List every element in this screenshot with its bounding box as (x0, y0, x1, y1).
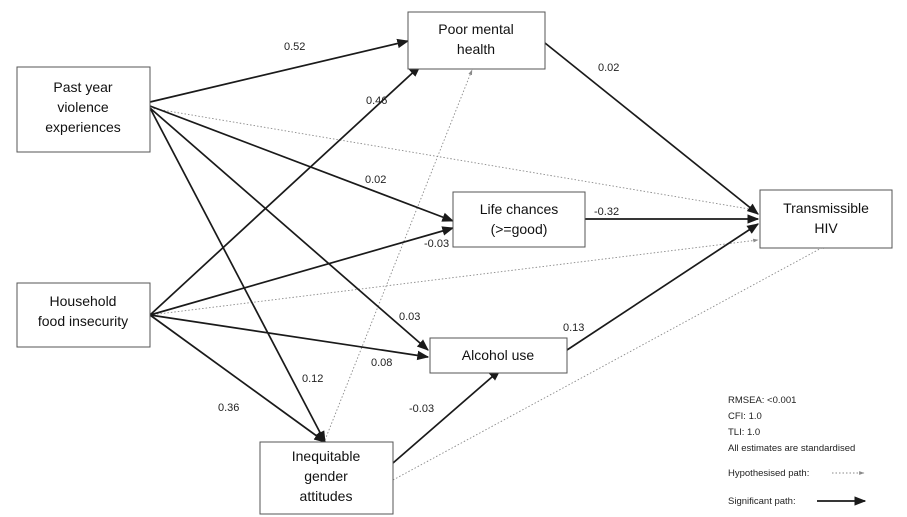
node-alcohol-line-1: Alcohol use (462, 347, 535, 363)
coef-food-gender: 0.36 (218, 402, 239, 414)
path-violence-hiv (149, 107, 756, 212)
fit-stat-rmsea: RMSEA: <0.001 (728, 395, 796, 406)
node-gender-line-2: gender (304, 468, 348, 484)
node-gender-line-3: attitudes (300, 488, 353, 504)
coefficients: 0.52 0.46 0.02 0.02 -0.32 -0.03 0.03 0.1… (218, 41, 619, 415)
coef-violence-alcohol: 0.03 (399, 311, 420, 323)
coef-food-mental: 0.46 (366, 95, 387, 107)
node-mental-line-1: Poor mental (438, 21, 513, 37)
fit-stats: RMSEA: <0.001 CFI: 1.0 TLI: 1.0 All esti… (728, 395, 855, 454)
legend: Hypothesised path: Significant path: (728, 468, 867, 507)
coef-violence-mental: 0.52 (284, 41, 305, 53)
path-food-hiv (149, 238, 759, 316)
coef-food-life: -0.03 (424, 238, 449, 250)
coef-food-alcohol: 0.08 (371, 357, 392, 369)
node-food-line-1: Household (50, 293, 117, 309)
path-gender-mental (324, 69, 473, 441)
paths (149, 38, 828, 481)
node-life-line-2: (>=good) (491, 221, 548, 237)
coef-life-hiv: -0.32 (594, 206, 619, 218)
path-alcohol-hiv (566, 223, 759, 351)
legend-significant-label: Significant path: (728, 496, 796, 507)
path-violence-mental (149, 38, 410, 103)
fit-stat-cfi: CFI: 1.0 (728, 411, 762, 422)
node-violence-line-3: experiences (45, 119, 121, 135)
coef-alcohol-hiv: 0.13 (563, 322, 584, 334)
node-violence-line-2: violence (57, 99, 109, 115)
node-alcohol: Alcohol use (429, 337, 568, 374)
coef-violence-gender: 0.12 (302, 373, 323, 385)
path-food-mental (149, 65, 421, 316)
coef-gender-alcohol: -0.03 (409, 403, 434, 415)
path-violence-gender (149, 107, 326, 444)
node-violence-line-1: Past year (53, 79, 112, 95)
path-food-alcohol (149, 314, 430, 361)
path-food-life (149, 226, 455, 316)
fit-stat-tli: TLI: 1.0 (728, 427, 760, 438)
node-hiv: Transmissible HIV (759, 189, 893, 249)
node-life: Life chances (>=good) (452, 191, 586, 248)
path-violence-life (149, 105, 455, 222)
node-mental: Poor mental health (407, 11, 546, 70)
path-violence-alcohol (149, 107, 429, 351)
node-food: Household food insecurity (16, 282, 151, 348)
node-violence: Past year violence experiences (16, 66, 151, 153)
node-hiv-line-1: Transmissible (783, 200, 869, 216)
fit-stat-note: All estimates are standardised (728, 443, 855, 454)
path-mental-hiv (544, 42, 759, 215)
node-life-line-1: Life chances (480, 201, 559, 217)
node-gender: Inequitable gender attitudes (259, 441, 394, 515)
coef-mental-hiv: 0.02 (598, 62, 619, 74)
node-mental-line-2: health (457, 41, 495, 57)
node-food-line-2: food insecurity (38, 313, 128, 329)
node-hiv-line-2: HIV (814, 220, 838, 236)
path-food-gender (149, 314, 326, 443)
legend-hypothesised-label: Hypothesised path: (728, 468, 809, 479)
path-gender-alcohol (392, 369, 501, 464)
coef-violence-life: 0.02 (365, 174, 386, 186)
node-gender-line-1: Inequitable (292, 448, 361, 464)
